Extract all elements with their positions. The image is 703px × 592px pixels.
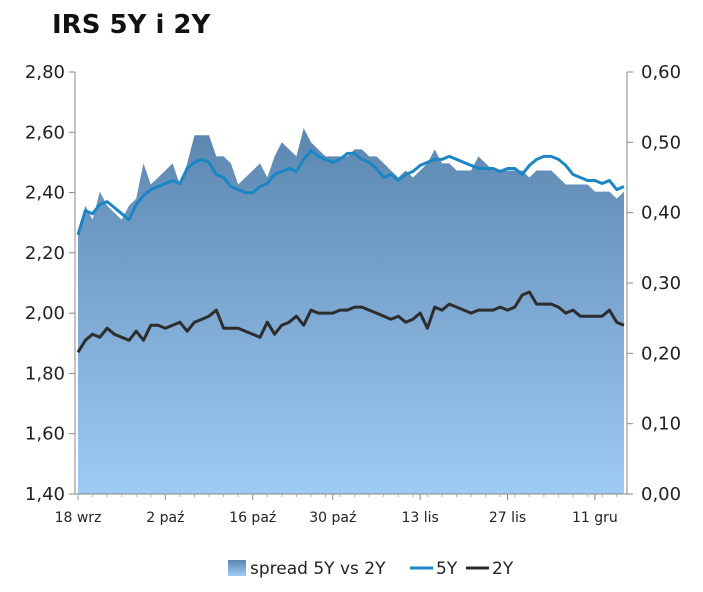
- legend-label-2y: 2Y: [492, 559, 514, 579]
- legend-swatch-spread: [228, 560, 246, 576]
- right-tick-label: 0,40: [641, 203, 681, 224]
- right-tick-label: 0,10: [641, 414, 681, 435]
- legend: spread 5Y vs 2Y 5Y 2Y: [228, 559, 514, 579]
- plot-area: [76, 128, 625, 495]
- chart-title: IRS 5Y i 2Y: [52, 10, 211, 40]
- series-spread-area: [78, 128, 624, 495]
- right-tick-label: 0,50: [641, 132, 681, 153]
- left-tick-label: 2,40: [25, 183, 65, 204]
- left-tick-label: 2,00: [25, 303, 65, 324]
- left-tick-label: 2,20: [25, 243, 65, 264]
- left-tick-label: 1,60: [25, 424, 65, 445]
- x-tick-label: 13 lis: [401, 510, 438, 526]
- x-tick-label: 30 paź: [309, 510, 356, 526]
- legend-label-5y: 5Y: [436, 559, 458, 579]
- x-tick-label: 2 paź: [146, 510, 184, 526]
- x-tick-label: 16 paź: [229, 510, 276, 526]
- right-tick-label: 0,00: [641, 484, 681, 505]
- legend-label-spread: spread 5Y vs 2Y: [250, 559, 386, 579]
- left-tick-label: 2,60: [25, 122, 65, 143]
- x-tick-label: 18 wrz: [55, 510, 102, 526]
- right-tick-label: 0,20: [641, 343, 681, 364]
- left-tick-label: 1,80: [25, 363, 65, 384]
- left-tick-label: 2,80: [25, 62, 65, 83]
- x-tick-label: 27 lis: [489, 510, 526, 526]
- right-tick-label: 0,30: [641, 273, 681, 294]
- x-tick-label: 11 gru: [572, 510, 618, 526]
- series-5y-line: [76, 148, 625, 236]
- right-tick-label: 0,60: [641, 62, 681, 83]
- series-2y-line: [76, 290, 625, 354]
- left-tick-label: 1,40: [25, 484, 65, 505]
- axes: 1,40 1,60 1,80 2,00 2,20 2,40 2,60 2,80 0,00 0,10…: [25, 62, 681, 526]
